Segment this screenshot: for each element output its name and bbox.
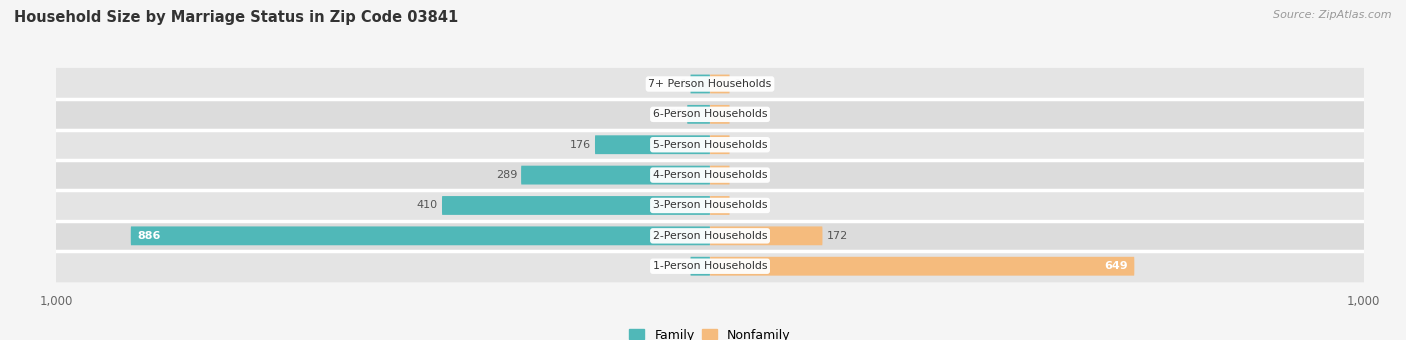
- Text: Source: ZipAtlas.com: Source: ZipAtlas.com: [1274, 10, 1392, 20]
- FancyBboxPatch shape: [522, 166, 710, 185]
- FancyBboxPatch shape: [710, 135, 730, 154]
- FancyBboxPatch shape: [44, 68, 1376, 100]
- FancyBboxPatch shape: [710, 257, 1135, 276]
- FancyBboxPatch shape: [710, 196, 730, 215]
- Text: 0: 0: [679, 79, 686, 89]
- FancyBboxPatch shape: [690, 257, 710, 276]
- FancyBboxPatch shape: [595, 135, 710, 154]
- FancyBboxPatch shape: [44, 159, 1376, 191]
- Text: 0: 0: [734, 109, 741, 119]
- FancyBboxPatch shape: [710, 166, 730, 185]
- Text: 5-Person Households: 5-Person Households: [652, 140, 768, 150]
- FancyBboxPatch shape: [710, 105, 730, 124]
- FancyBboxPatch shape: [44, 250, 1376, 282]
- Text: 1-Person Households: 1-Person Households: [652, 261, 768, 271]
- Text: 649: 649: [1104, 261, 1128, 271]
- FancyBboxPatch shape: [44, 129, 1376, 161]
- FancyBboxPatch shape: [44, 220, 1376, 252]
- Text: 0: 0: [734, 79, 741, 89]
- Text: 6-Person Households: 6-Person Households: [652, 109, 768, 119]
- Text: 35: 35: [669, 109, 683, 119]
- FancyBboxPatch shape: [688, 105, 710, 124]
- FancyBboxPatch shape: [441, 196, 710, 215]
- Legend: Family, Nonfamily: Family, Nonfamily: [624, 324, 796, 340]
- Text: Household Size by Marriage Status in Zip Code 03841: Household Size by Marriage Status in Zip…: [14, 10, 458, 25]
- Text: 4-Person Households: 4-Person Households: [652, 170, 768, 180]
- Text: 289: 289: [496, 170, 517, 180]
- Text: 172: 172: [827, 231, 848, 241]
- FancyBboxPatch shape: [710, 226, 823, 245]
- FancyBboxPatch shape: [44, 98, 1376, 131]
- FancyBboxPatch shape: [710, 74, 730, 94]
- Text: 2-Person Households: 2-Person Households: [652, 231, 768, 241]
- Text: 0: 0: [679, 261, 686, 271]
- Text: 886: 886: [138, 231, 160, 241]
- Text: 0: 0: [734, 201, 741, 210]
- Text: 0: 0: [734, 170, 741, 180]
- Text: 176: 176: [569, 140, 591, 150]
- FancyBboxPatch shape: [44, 189, 1376, 222]
- Text: 3-Person Households: 3-Person Households: [652, 201, 768, 210]
- Text: 0: 0: [734, 140, 741, 150]
- FancyBboxPatch shape: [690, 74, 710, 94]
- Text: 7+ Person Households: 7+ Person Households: [648, 79, 772, 89]
- Text: 410: 410: [418, 201, 439, 210]
- FancyBboxPatch shape: [131, 226, 710, 245]
